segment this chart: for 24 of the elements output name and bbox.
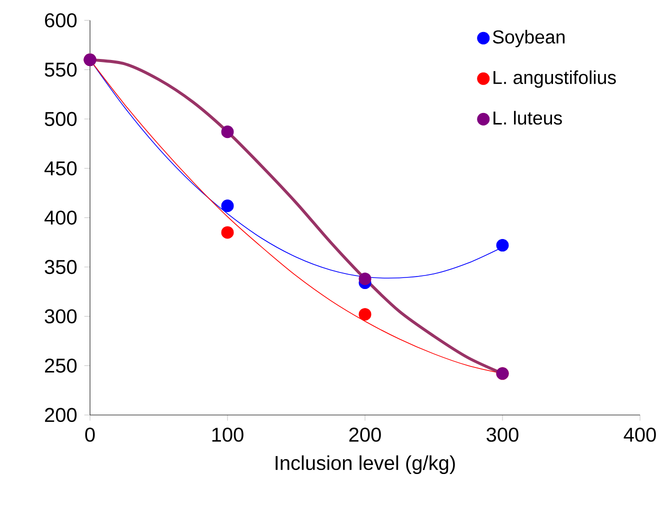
point	[496, 239, 509, 252]
y-tick-label: 200	[45, 408, 77, 422]
x-tick-label: 100	[212, 428, 244, 442]
x-axis-title: Inclusion level (g/kg)	[276, 455, 455, 474]
y-tick-label: 500	[44, 112, 77, 126]
point	[358, 308, 372, 321]
legend-label: L. luteus	[494, 110, 562, 125]
y-tick-label: 350	[44, 260, 77, 274]
legend-label: L. angustifolius	[494, 70, 616, 88]
point	[221, 226, 234, 239]
point	[221, 126, 234, 138]
legend-label: Soybean	[492, 30, 565, 48]
y-tick-label: 400	[44, 210, 77, 225]
x-tick-label: 200	[349, 428, 381, 442]
point	[358, 272, 372, 286]
x-tick-label: 0	[85, 428, 95, 442]
point	[221, 200, 234, 212]
y-tick-label: 450	[44, 161, 77, 176]
x-tick-label: 400	[624, 428, 656, 442]
y-tick-label: 550	[44, 62, 77, 77]
x-tick-label: 300	[486, 428, 518, 442]
y-tick-label: 250	[45, 358, 77, 373]
y-tick-label: 300	[44, 309, 77, 324]
y-tick-label: 600	[45, 13, 77, 28]
